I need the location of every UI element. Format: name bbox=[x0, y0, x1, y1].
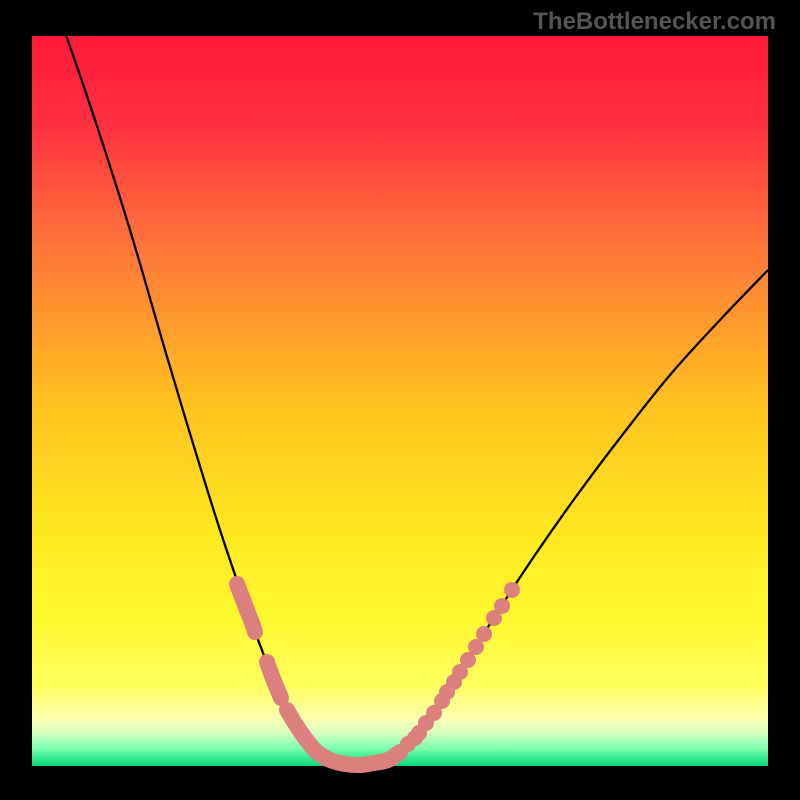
overlay-dot bbox=[504, 582, 520, 598]
chart-container: TheBottlenecker.com bbox=[0, 0, 800, 800]
overlay-dot bbox=[494, 598, 510, 614]
watermark-label: TheBottlenecker.com bbox=[533, 8, 776, 36]
overlay-dot bbox=[476, 626, 492, 642]
chart-svg bbox=[0, 0, 800, 800]
v-curve bbox=[65, 32, 768, 765]
overlay-left-segment bbox=[287, 710, 400, 765]
overlay-left-segment bbox=[267, 662, 281, 698]
overlay-left-segment bbox=[237, 584, 255, 632]
